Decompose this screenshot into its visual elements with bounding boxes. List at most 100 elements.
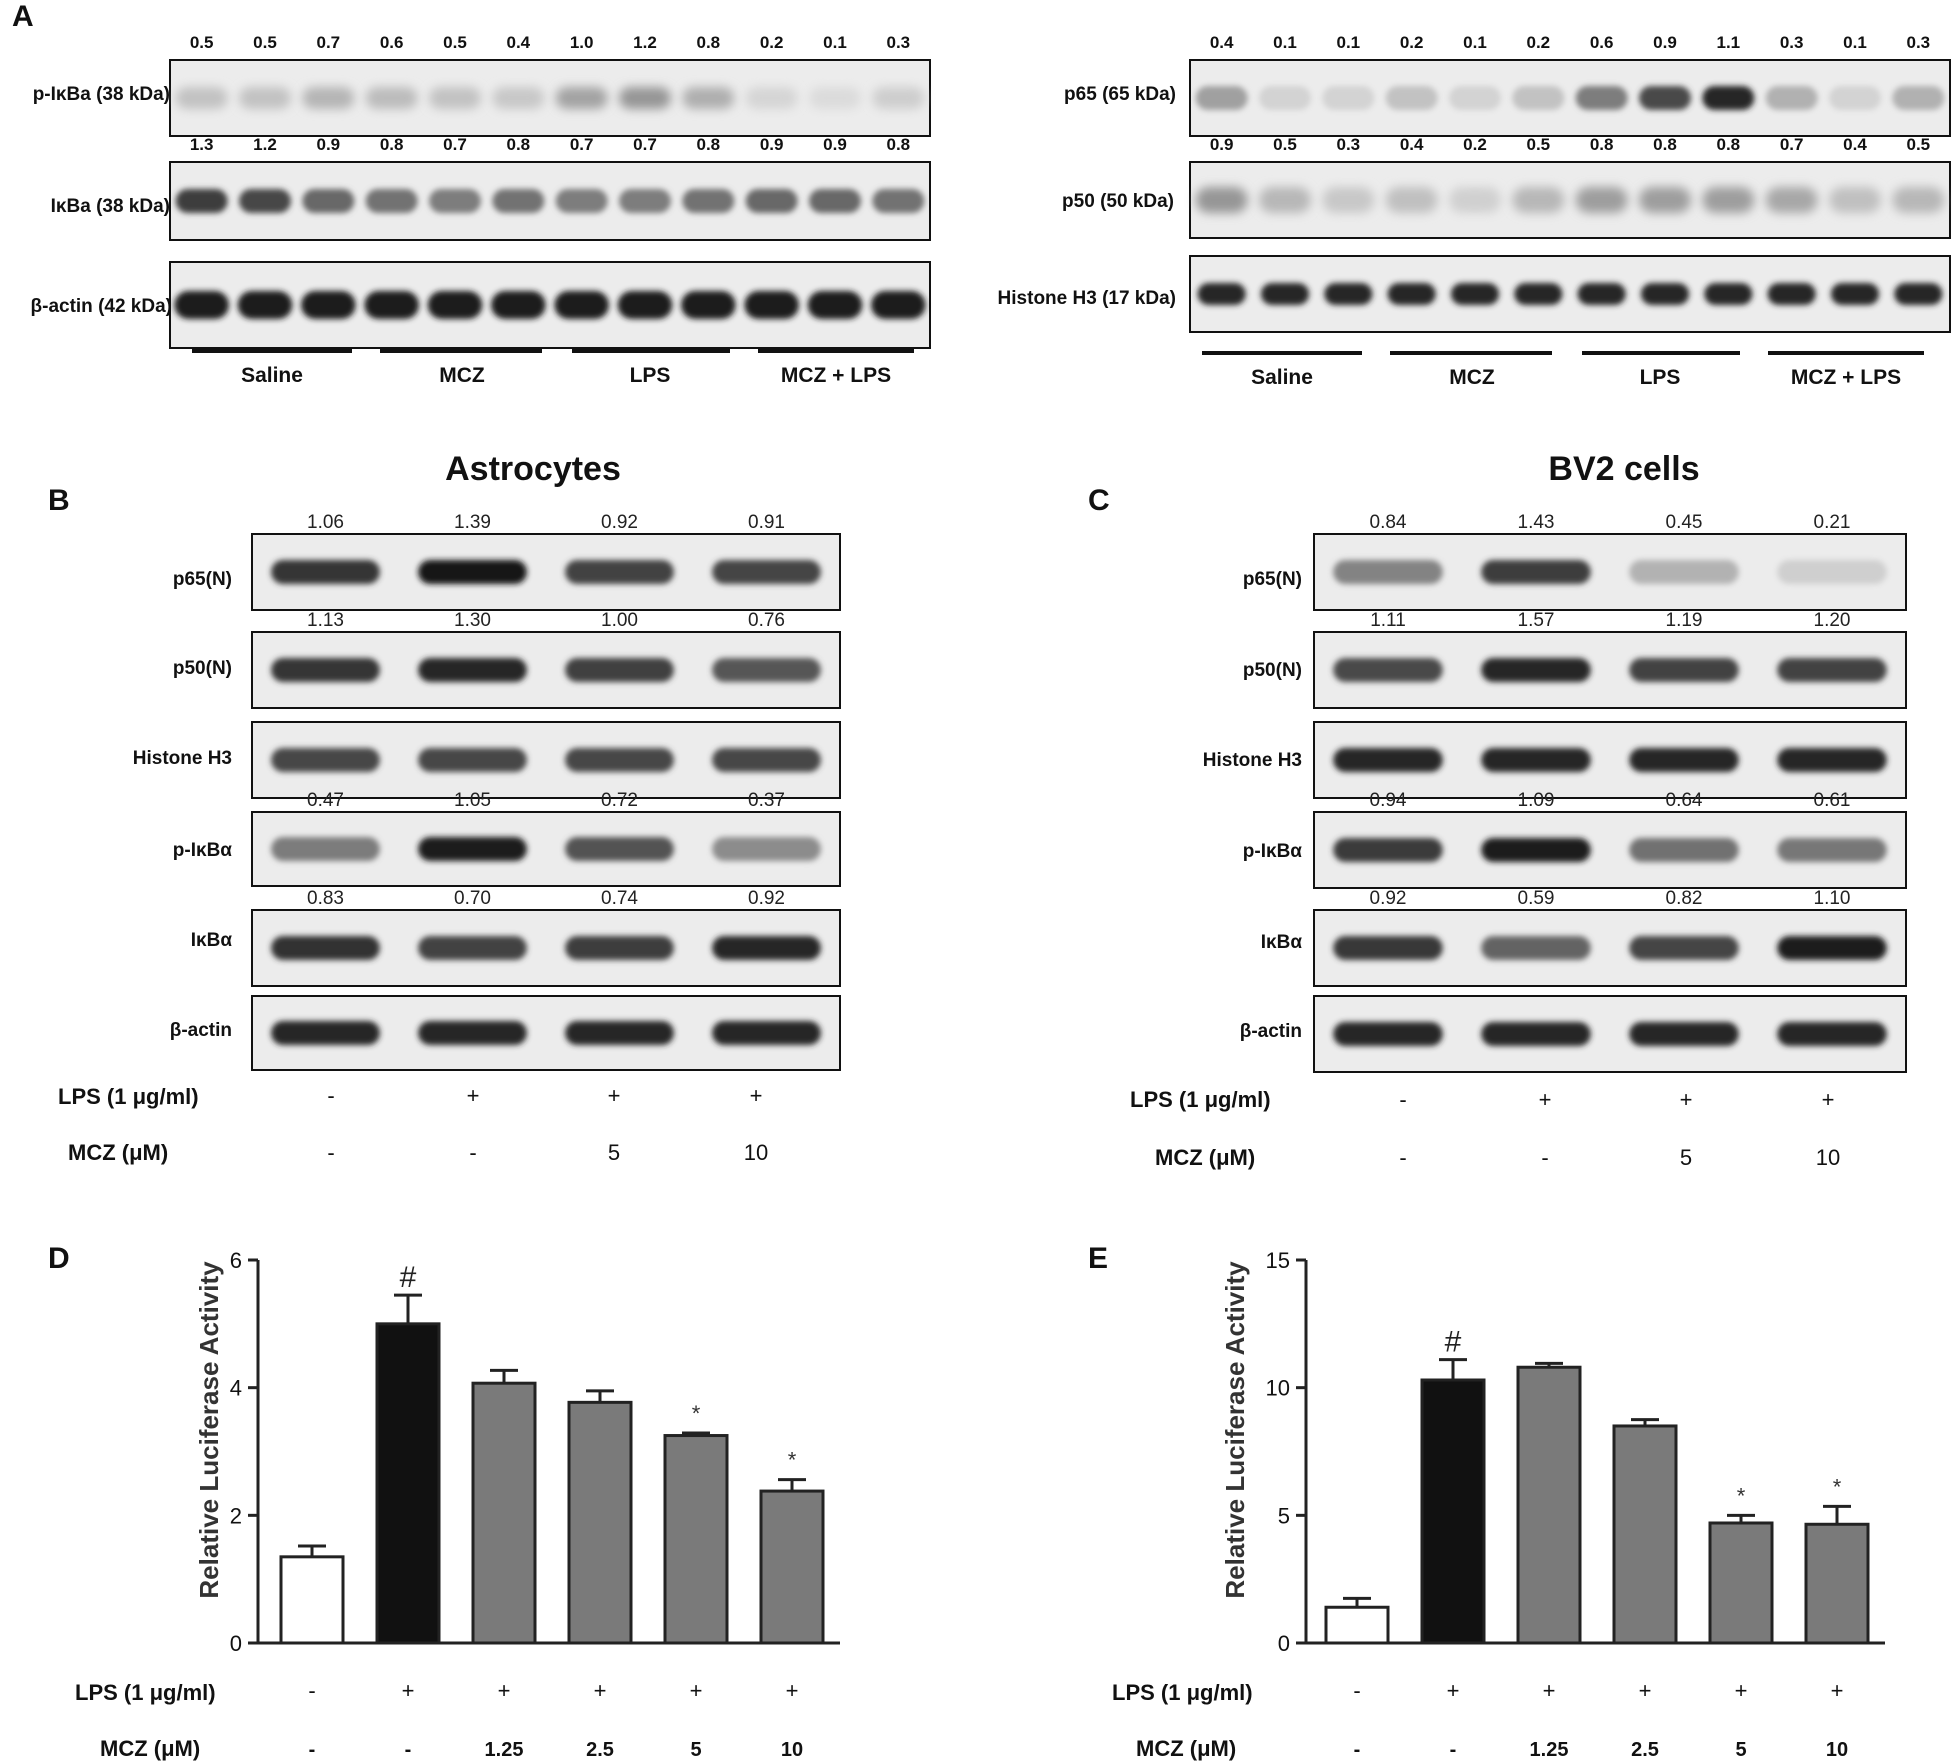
- blot-b-ikba-band-1: [271, 936, 380, 960]
- blot-a-left-p-ikba-value-12: 0.3: [887, 33, 911, 52]
- blot-c-p65-band-1: [1333, 560, 1443, 584]
- blot-a-right-p50-band-9: [1702, 187, 1755, 213]
- blot-a-left-p-ikba-band-2: [239, 87, 291, 109]
- blot-a-left-actin-band-1: [174, 291, 229, 319]
- panel-label-b: B: [48, 484, 70, 517]
- blot-a-left-p-ikba-band-7: [555, 87, 608, 109]
- blot-c-p50-band-3: [1629, 658, 1739, 682]
- blot-a-right-p65-band-3: [1322, 86, 1375, 110]
- blot-a-left-p-ikba-value-7: 1.0: [570, 33, 594, 52]
- blot-a-right-p50-value-11: 0.4: [1843, 135, 1867, 154]
- blot-a-right-p50-frame: [1189, 161, 1951, 239]
- blot-c-actin-band-2: [1481, 1022, 1591, 1046]
- blot-c-actin-band-3: [1629, 1022, 1739, 1046]
- chart-e-bar-1: [1324, 1605, 1390, 1645]
- chart-e-lps-label: LPS (1 μg/ml): [1112, 1680, 1253, 1705]
- chart-d-ytick-label-1: 0: [230, 1631, 242, 1656]
- blot-a-right-p50-band-6: [1512, 187, 1565, 213]
- blot-c-p65-band-2: [1481, 560, 1591, 584]
- chart-e-cond-mcz-2: -: [1450, 1739, 1457, 1761]
- chart-e-ytick-label-4: 15: [1266, 1248, 1290, 1273]
- blot-b-actin-band-3: [565, 1021, 674, 1045]
- blot-a-left-ikba-value-4: 0.8: [380, 135, 404, 154]
- blot-c-actin-band-1: [1333, 1022, 1443, 1046]
- chart-d-bar-5: [663, 1434, 729, 1645]
- blot-c-ikba-band-1: [1333, 936, 1443, 960]
- blot-c-p50-band-4: [1777, 658, 1887, 682]
- blot-c-p-ikba-band-1: [1333, 838, 1443, 862]
- blot-c-p65-value-1: 0.84: [1370, 512, 1407, 533]
- blot-a-right-h3-band-12: [1894, 283, 1943, 305]
- blot-a-right-label-2: p50 (50 kDa): [1062, 191, 1174, 212]
- blot-a-right-p65-value-2: 0.1: [1273, 33, 1297, 52]
- chart-d-ytick-label-3: 4: [230, 1376, 242, 1401]
- blot-a-left-ikba-band-7: [555, 189, 608, 213]
- blot-c-label-1: p65(N): [1243, 569, 1302, 590]
- blot-c-histone-h3-band-1: [1333, 748, 1443, 772]
- blot-b-histone-h3-band-4: [712, 748, 821, 772]
- blot-b-label-3: Histone H3: [133, 748, 232, 769]
- chart-d-ytick-label-4: 6: [230, 1248, 242, 1273]
- blot-c-ikba-band-3: [1629, 936, 1739, 960]
- blot-a-left-ikba-band-3: [302, 189, 355, 213]
- blot-a-right-p65-band-11: [1829, 86, 1881, 110]
- chart-e-cond-lps-3: +: [1543, 1678, 1556, 1703]
- blot-a-right-label-3: Histone H3 (17 kDa): [998, 288, 1176, 309]
- blot-b-actin-band-1: [271, 1021, 380, 1045]
- blot-a-right-p50-band-1: [1195, 187, 1248, 213]
- chart-d-cond-lps-4: +: [594, 1678, 607, 1703]
- blot-a-right-p50-band-2: [1259, 187, 1311, 213]
- chart-e: Relative Luciferase Activity LPS (1 μg/m…: [1112, 1248, 1885, 1761]
- panel-c-title: BV2 cells: [1548, 450, 1699, 488]
- blot-a-left-ikba-band-11: [809, 189, 861, 213]
- chart-d-cond-mcz-2: -: [405, 1739, 412, 1761]
- blot-a-left-p-ikba-value-8: 1.2: [633, 33, 657, 52]
- blot-c-label-5: IκBα: [1261, 932, 1303, 953]
- blot-a-right-p65-band-7: [1575, 86, 1628, 110]
- blot-c-ikba-value-3: 0.82: [1666, 888, 1703, 909]
- cond-b-values: - + + + - - 5 10: [327, 1083, 768, 1165]
- chart-d-ylabel: Relative Luciferase Activity: [194, 1261, 224, 1599]
- cond-b-mcz-label: MCZ (μM): [68, 1140, 168, 1165]
- blot-a-right-p50-band-10: [1765, 187, 1818, 213]
- blot-b-histone-h3-band-3: [565, 748, 674, 772]
- blot-a-left-actin-band-12: [871, 291, 926, 319]
- blot-a-right-p50-value-5: 0.2: [1463, 135, 1487, 154]
- blot-a-left-p-ikba-band-8: [619, 87, 671, 109]
- blot-a-right-p65-value-11: 0.1: [1843, 33, 1867, 52]
- blot-b-p65-band-1: [271, 560, 380, 584]
- blot-a-left-p-ikba-band-9: [682, 87, 735, 109]
- chart-e-ytick-label-1: 0: [1278, 1631, 1290, 1656]
- blot-c-p65-value-2: 1.43: [1518, 512, 1555, 533]
- cond-b-lps-1: -: [327, 1083, 334, 1108]
- blot-a-left-ikba-band-8: [619, 189, 671, 213]
- blot-c-p65-band-3: [1629, 560, 1739, 584]
- blot-a-right-h3-band-6: [1514, 283, 1563, 305]
- blot-b-p65-value-4: 0.91: [748, 512, 785, 533]
- blot-b-p-ikba-value-3: 0.72: [601, 790, 638, 811]
- blot-a-left-label-2: IκBa (38 kDa): [51, 196, 170, 217]
- chart-d-annotation-6: *: [788, 1448, 797, 1473]
- chart-e-cond-mcz-5: 5: [1735, 1739, 1746, 1761]
- blot-a-left-ikba-value-2: 1.2: [253, 135, 277, 154]
- cond-b-lps-4: +: [750, 1083, 763, 1108]
- chart-e-cond-lps-1: -: [1353, 1678, 1360, 1703]
- cond-c-values: - + + + - - 5 10: [1399, 1087, 1840, 1170]
- blot-a-right-p65-band-10: [1765, 86, 1818, 110]
- blot-a-left-actin-band-7: [554, 291, 609, 319]
- blot-b-p50-value-4: 0.76: [748, 610, 785, 631]
- chart-e-ytick-label-3: 10: [1266, 1376, 1290, 1401]
- blot-b-p50-band-1: [271, 658, 380, 682]
- blot-a-right-h3-band-7: [1577, 283, 1626, 305]
- blot-b-histone-h3-band-2: [418, 748, 527, 772]
- blot-a-left-p-ikba-band-11: [809, 87, 861, 109]
- blot-a-left-p-ikba-band-4: [365, 87, 418, 109]
- group-label-mcz-lps-r: MCZ + LPS: [1791, 366, 1901, 389]
- chart-d-annotation-5: *: [692, 1401, 701, 1426]
- chart-e-bar-6: [1804, 1522, 1870, 1645]
- blot-b-p-ikba-value-2: 1.05: [454, 790, 491, 811]
- group-label-mcz: MCZ: [439, 364, 485, 387]
- chart-e-cond-lps-5: +: [1735, 1678, 1748, 1703]
- blot-a-right-p50-value-10: 0.7: [1780, 135, 1804, 154]
- blot-a-right-p50-value-1: 0.9: [1210, 135, 1234, 154]
